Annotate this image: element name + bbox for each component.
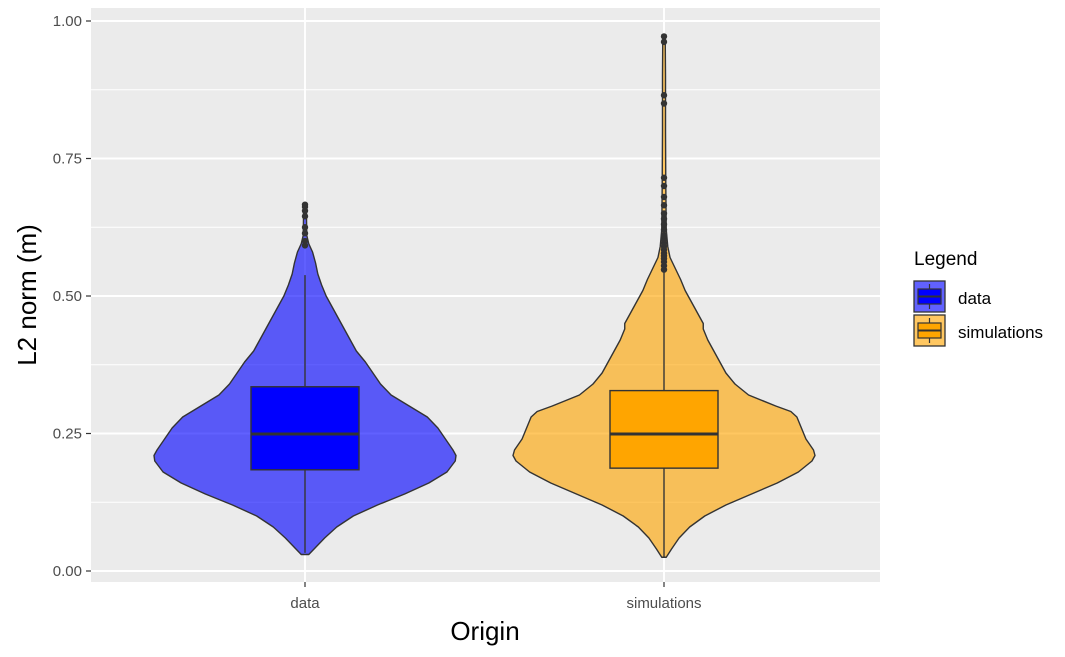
outlier-point	[660, 182, 668, 190]
outlier-point	[660, 232, 668, 239]
outlier-point	[301, 201, 309, 208]
outlier-point	[660, 226, 668, 234]
x-tick-label: simulations	[626, 595, 701, 612]
outlier-point	[301, 237, 309, 245]
outlier-point	[301, 230, 309, 237]
outlier-point	[660, 92, 668, 99]
legend: Legend data simulations	[913, 249, 1043, 347]
boxplots	[250, 33, 719, 558]
y-tick-label: 1.00	[53, 13, 82, 30]
box-simulations	[609, 389, 719, 469]
legend-label-data: data	[958, 289, 992, 308]
y-axis-title: L2 norm (m)	[12, 224, 42, 366]
outlier-point	[660, 202, 668, 209]
outlier-point	[660, 215, 668, 223]
outlier-point	[660, 174, 668, 181]
legend-keys	[913, 280, 946, 347]
legend-label-simulations: simulations	[958, 323, 1043, 342]
outlier-point	[660, 210, 668, 217]
x-axis-title: Origin	[450, 616, 519, 646]
y-tick-label: 0.00	[53, 563, 82, 580]
outlier-point	[660, 100, 668, 107]
legend-title: Legend	[914, 249, 977, 270]
outlier-point	[301, 242, 309, 249]
outlier-point	[301, 224, 309, 231]
box-data	[250, 386, 360, 471]
outlier-point	[301, 213, 309, 220]
outlier-point	[660, 38, 668, 46]
outlier-point	[660, 193, 668, 201]
y-tick-label: 0.75	[53, 151, 82, 168]
axes: 0.00 0.25 0.50 0.75 1.00 data simulations	[53, 13, 702, 612]
y-tick-label: 0.25	[53, 426, 82, 443]
x-tick-label: data	[290, 595, 320, 612]
outlier-point	[660, 33, 668, 40]
outlier-point	[660, 221, 668, 228]
y-tick-label: 0.50	[53, 288, 82, 305]
